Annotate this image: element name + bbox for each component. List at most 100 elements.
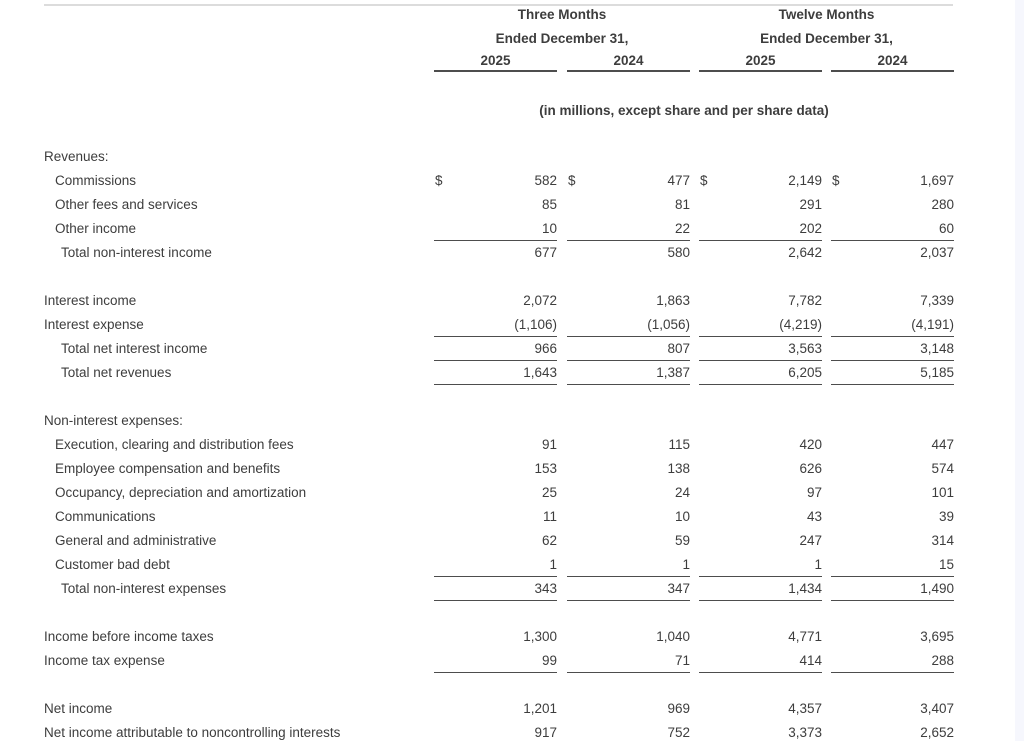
cell-value: 5,185 bbox=[920, 365, 954, 380]
table-top-rule bbox=[44, 4, 953, 6]
row-label: Revenues: bbox=[44, 149, 109, 164]
cell-value: 291 bbox=[799, 197, 822, 212]
value-cell: 3,695 bbox=[831, 625, 954, 649]
column-header-year: 2025 bbox=[434, 52, 557, 72]
value-cell: 71 bbox=[567, 649, 690, 673]
table-row: Execution, clearing and distribution fee… bbox=[0, 433, 1024, 457]
value-cell: 1,201 bbox=[434, 697, 557, 721]
cell-value: 4,357 bbox=[788, 701, 822, 716]
value-cell: 10 bbox=[567, 505, 690, 529]
cell-value: 582 bbox=[534, 173, 557, 188]
value-cell: 81 bbox=[567, 193, 690, 217]
cell-value: 62 bbox=[541, 533, 557, 548]
cell-value: 39 bbox=[938, 509, 954, 524]
table-row: Total net interest income 966 807 3,563 3,14… bbox=[0, 337, 1024, 361]
cell-value: 1 bbox=[549, 557, 557, 572]
cell-value: 917 bbox=[534, 725, 557, 740]
cell-value: 807 bbox=[667, 341, 690, 356]
cell-value: 10 bbox=[674, 509, 690, 524]
value-cell: 59 bbox=[567, 529, 690, 553]
value-cell: 153 bbox=[434, 457, 557, 481]
value-cell: 99 bbox=[434, 649, 557, 673]
column-header-year: 2024 bbox=[567, 52, 690, 72]
value-cell: 1,863 bbox=[567, 289, 690, 313]
value-cell: 6,205 bbox=[699, 361, 822, 385]
cell-value: 22 bbox=[674, 221, 690, 236]
row-label: Net income attributable to noncontrollin… bbox=[44, 725, 341, 740]
cell-value: 3,148 bbox=[920, 341, 954, 356]
column-header-year: 2025 bbox=[699, 52, 822, 72]
value-cell: 2,652 bbox=[831, 721, 954, 741]
value-cell: 2,642 bbox=[699, 241, 822, 265]
cell-value: 752 bbox=[667, 725, 690, 740]
row-label: Income tax expense bbox=[44, 653, 165, 668]
table-row: Non-interest expenses: bbox=[0, 409, 1024, 433]
cell-value: 420 bbox=[799, 437, 822, 452]
value-cell: 24 bbox=[567, 481, 690, 505]
cell-value: 138 bbox=[667, 461, 690, 476]
value-cell: 288 bbox=[831, 649, 954, 673]
ended-date-label-twelve-months: Ended December 31, bbox=[760, 31, 893, 46]
cell-value: 15 bbox=[938, 557, 954, 572]
row-label: Other fees and services bbox=[55, 197, 198, 212]
value-cell: 917 bbox=[434, 721, 557, 741]
cell-value: 414 bbox=[799, 653, 822, 668]
cell-value: 1,697 bbox=[920, 173, 954, 188]
value-cell: 43 bbox=[699, 505, 822, 529]
value-cell: 420 bbox=[699, 433, 822, 457]
value-cell: 3,373 bbox=[699, 721, 822, 741]
value-cell: 2,037 bbox=[831, 241, 954, 265]
value-cell: 414 bbox=[699, 649, 822, 673]
value-cell: 2,072 bbox=[434, 289, 557, 313]
cell-value: 280 bbox=[931, 197, 954, 212]
units-note: (in millions, except share and per share… bbox=[539, 103, 829, 118]
cell-value: 2,037 bbox=[920, 245, 954, 260]
value-cell: 11 bbox=[434, 505, 557, 529]
cell-value: 11 bbox=[542, 509, 557, 524]
cell-value: 4,771 bbox=[788, 629, 822, 644]
value-cell: 3,407 bbox=[831, 697, 954, 721]
ended-date-label-three-months: Ended December 31, bbox=[495, 31, 629, 46]
cell-value: 477 bbox=[667, 173, 690, 188]
value-cell: 15 bbox=[831, 553, 954, 577]
cell-value: 2,652 bbox=[920, 725, 954, 740]
row-label: Other income bbox=[55, 221, 137, 236]
value-cell: 7,339 bbox=[831, 289, 954, 313]
value-cell: 291 bbox=[699, 193, 822, 217]
cell-value: (1,106) bbox=[514, 317, 557, 332]
column-header-year: 2024 bbox=[831, 52, 954, 72]
spacer-row bbox=[0, 265, 1024, 289]
value-cell: 969 bbox=[567, 697, 690, 721]
cell-value: 1,387 bbox=[656, 365, 690, 380]
value-cell: 280 bbox=[831, 193, 954, 217]
row-label: Total non-interest expenses bbox=[61, 581, 227, 596]
spacer-row bbox=[0, 673, 1024, 697]
cell-value: 677 bbox=[534, 245, 557, 260]
row-label: Non-interest expenses: bbox=[44, 413, 183, 428]
cell-value: 1,040 bbox=[656, 629, 690, 644]
value-cell: $477 bbox=[567, 169, 690, 193]
table-row: Occupancy, depreciation and amortization… bbox=[0, 481, 1024, 505]
value-cell: 202 bbox=[699, 217, 822, 241]
row-label: Total net interest income bbox=[61, 341, 208, 356]
table-row: Total non-interest expenses 343 347 1,434 1,… bbox=[0, 577, 1024, 601]
value-cell: 1,643 bbox=[434, 361, 557, 385]
value-cell: 347 bbox=[567, 577, 690, 601]
value-cell: 1,040 bbox=[567, 625, 690, 649]
cell-value: 59 bbox=[674, 533, 690, 548]
value-cell: 580 bbox=[567, 241, 690, 265]
cell-value: 7,782 bbox=[788, 293, 822, 308]
row-label: Total net revenues bbox=[61, 365, 172, 380]
table-row: Commissions $582 $477 $2,149 $1,697 bbox=[0, 169, 1024, 193]
value-cell: 626 bbox=[699, 457, 822, 481]
table-row: Interest expense (1,106) (1,056) (4,219) (4,… bbox=[0, 313, 1024, 337]
value-cell: 314 bbox=[831, 529, 954, 553]
cell-value: 2,642 bbox=[788, 245, 822, 260]
cell-value: (4,219) bbox=[779, 317, 822, 332]
spacer-row bbox=[0, 385, 1024, 409]
value-cell: $582 bbox=[434, 169, 557, 193]
cell-value: 85 bbox=[541, 197, 557, 212]
value-cell: (4,219) bbox=[699, 313, 822, 337]
table-row: Net income 1,201 969 4,357 3,407 bbox=[0, 697, 1024, 721]
